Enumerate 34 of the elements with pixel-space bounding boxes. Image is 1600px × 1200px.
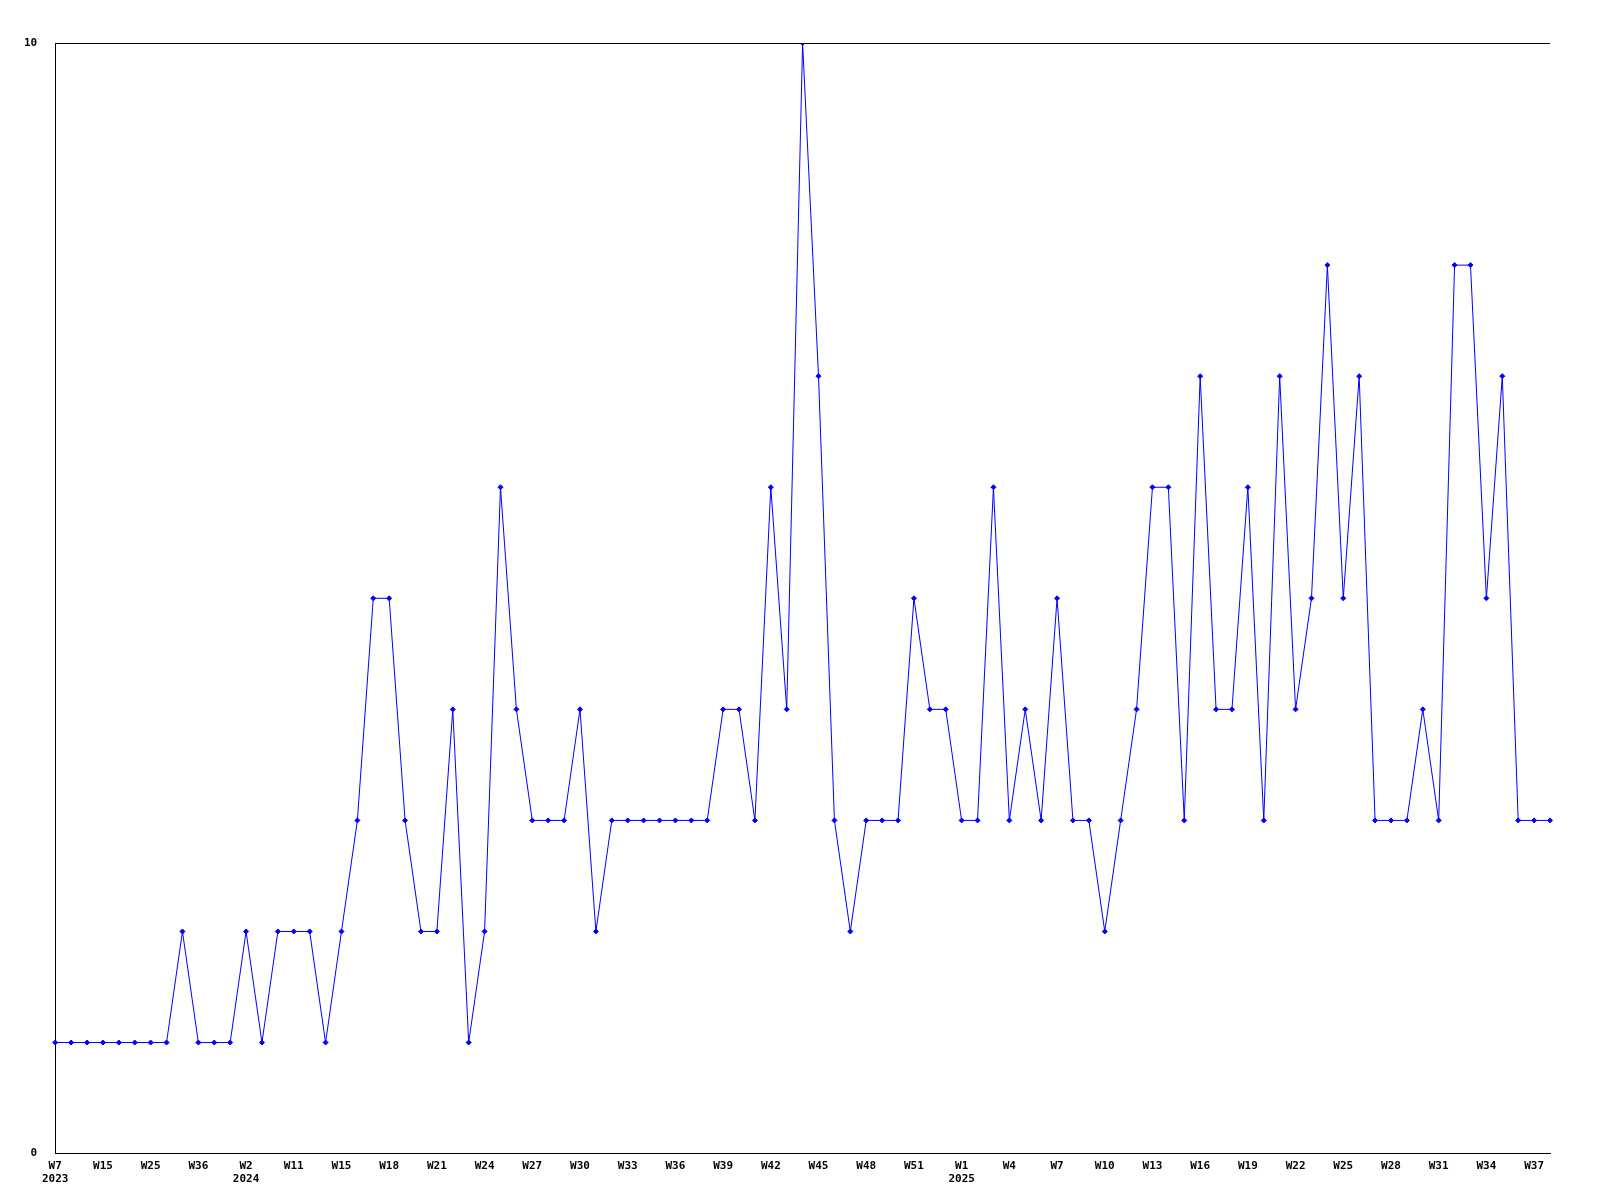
- x-tick-label: W48: [856, 1159, 877, 1173]
- y-tick-label: 10: [24, 35, 38, 49]
- x-tick-label: W27: [522, 1159, 543, 1173]
- x-tick-label: W22: [1285, 1159, 1306, 1173]
- x-tick-label: W7: [1050, 1159, 1064, 1173]
- x-tick-label: W24: [474, 1159, 495, 1173]
- x-tick-label: W1 2025: [948, 1159, 975, 1186]
- x-tick-label: W4: [1002, 1159, 1017, 1173]
- x-tick-label: W7 2023: [42, 1159, 69, 1186]
- x-tick-label: W37: [1524, 1159, 1545, 1173]
- x-tick-label: W42: [760, 1159, 781, 1173]
- x-tick-label: W13: [1142, 1159, 1163, 1173]
- x-tick-label: W16: [1190, 1159, 1211, 1173]
- x-tick-label: W25: [140, 1159, 161, 1173]
- x-tick-label: W19: [1237, 1159, 1258, 1173]
- x-tick-label: W10: [1094, 1159, 1115, 1173]
- x-tick-label: W25: [1333, 1159, 1354, 1173]
- x-tick-label: W39: [713, 1159, 734, 1173]
- x-tick-label: W36: [188, 1159, 209, 1173]
- x-tick-label: W45: [808, 1159, 829, 1173]
- x-tick-label: W15: [331, 1159, 352, 1173]
- x-tick-label: W18: [379, 1159, 400, 1173]
- x-tick-label: W33: [617, 1159, 638, 1173]
- x-tick-label: W11: [283, 1159, 305, 1173]
- x-tick-label: W51: [904, 1159, 925, 1173]
- x-tick-label: W15: [93, 1159, 113, 1173]
- x-tick-label: W30: [570, 1159, 590, 1173]
- y-tick-label: 0: [30, 1146, 38, 1160]
- x-tick-label: W36: [665, 1159, 686, 1173]
- x-tick-label: W34: [1476, 1159, 1497, 1173]
- x-tick-label: W28: [1381, 1159, 1401, 1173]
- x-tick-label: W31: [1428, 1159, 1449, 1173]
- x-tick-label: W21: [426, 1159, 448, 1173]
- x-tick-label: W2 2024: [232, 1159, 260, 1186]
